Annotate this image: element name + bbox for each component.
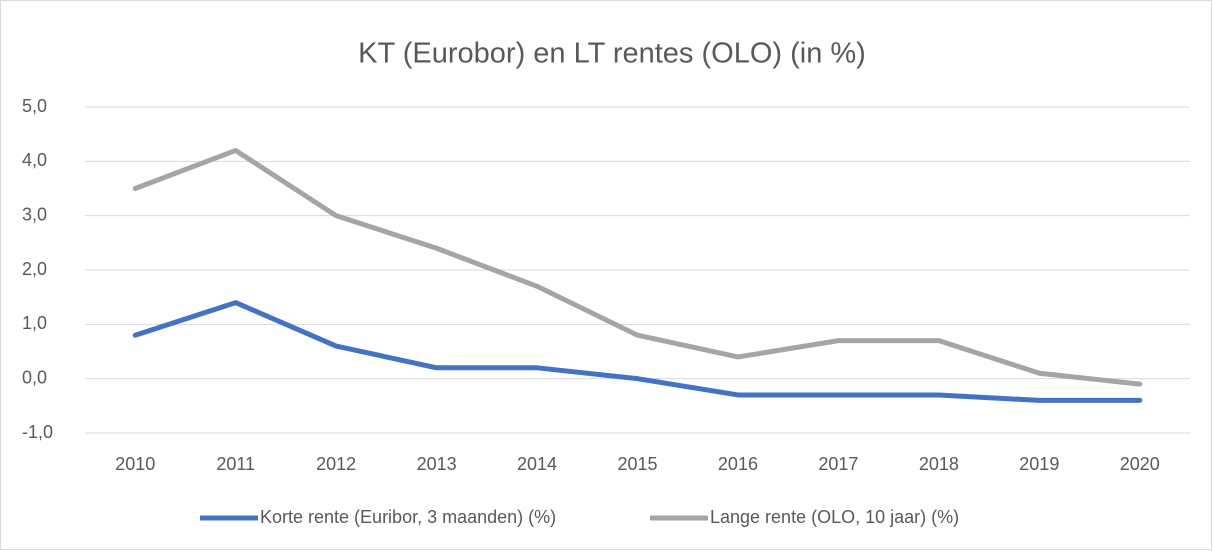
y-tick-label: 0,0: [22, 367, 47, 387]
legend-label: Lange rente (OLO, 10 jaar) (%): [710, 507, 959, 527]
x-tick-label: 2020: [1120, 454, 1160, 474]
y-tick-label: 4,0: [22, 150, 47, 170]
series-line: [132, 147, 1143, 387]
series-line: [132, 300, 1143, 403]
x-tick-label: 2014: [517, 454, 557, 474]
y-tick-label: -1,0: [22, 422, 53, 442]
x-tick-label: 2017: [818, 454, 858, 474]
y-tick-label: 1,0: [22, 313, 47, 333]
x-tick-label: 2019: [1019, 454, 1059, 474]
chart-title: KT (Eurobor) en LT rentes (OLO) (in %): [358, 38, 866, 70]
x-tick-label: 2013: [417, 454, 457, 474]
y-tick-label: 2,0: [22, 259, 47, 279]
x-tick-label: 2018: [919, 454, 959, 474]
x-tick-label: 2012: [316, 454, 356, 474]
x-tick-label: 2015: [617, 454, 657, 474]
legend-label: Korte rente (Euribor, 3 maanden) (%): [260, 507, 556, 527]
y-tick-label: 3,0: [22, 204, 47, 224]
x-tick-label: 2011: [216, 454, 255, 474]
y-tick-label: 5,0: [22, 96, 47, 116]
x-tick-label: 2016: [718, 454, 758, 474]
x-tick-label: 2010: [115, 454, 155, 474]
